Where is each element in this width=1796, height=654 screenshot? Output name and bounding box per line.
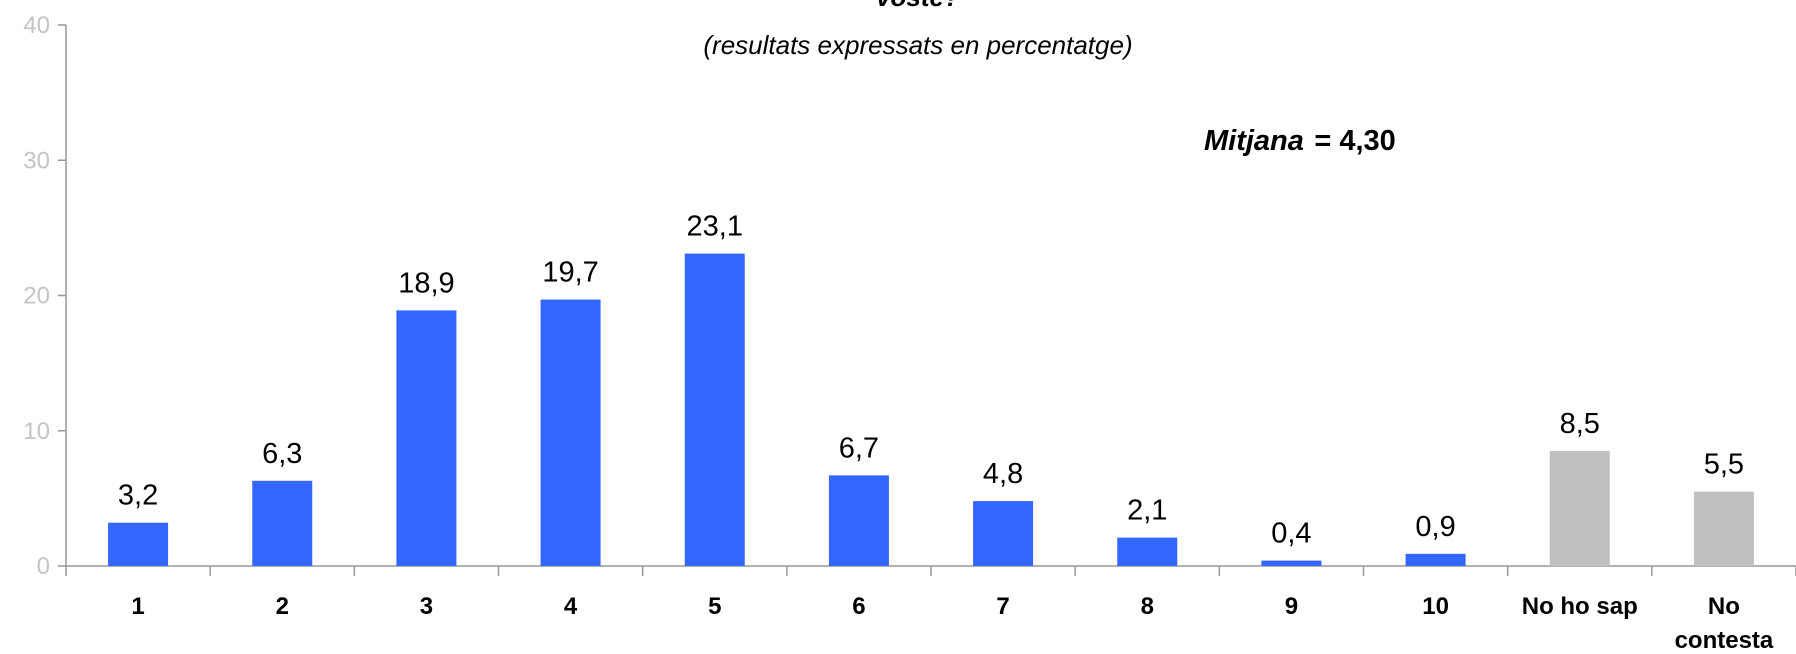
category-label: 2: [276, 593, 289, 620]
data-label: 18,9: [398, 267, 454, 299]
data-label: 8,5: [1560, 408, 1600, 440]
y-tick-label: 30: [23, 147, 50, 174]
category-label: No contesta: [1675, 593, 1774, 654]
data-label: 6,7: [839, 432, 879, 464]
bar: [1261, 560, 1322, 566]
data-label: 0,9: [1415, 511, 1455, 543]
y-tick-label: 20: [23, 283, 50, 310]
category-label: No ho sap: [1522, 593, 1638, 620]
data-label: 6,3: [262, 438, 302, 470]
axes: 0 10 20 30 40: [23, 12, 1796, 580]
data-label: 3,2: [118, 480, 158, 512]
mean-value: = 4,30: [1314, 125, 1395, 157]
bar: [684, 253, 745, 566]
bar: [108, 522, 169, 566]
y-tick-label: 0: [37, 553, 50, 580]
y-tick-label: 40: [23, 12, 50, 39]
bar: [252, 480, 313, 566]
bar: [1693, 491, 1754, 566]
data-labels: 3,2 6,3 18,9 19,7 23,1 6,7 4,8 2,1 0,4 0,9 8,5 5,5: [118, 211, 1744, 550]
data-label: 4,8: [983, 458, 1023, 490]
bar: [540, 299, 601, 566]
bar: [1405, 553, 1466, 566]
y-tick-label: 10: [23, 418, 50, 445]
data-label: 23,1: [687, 211, 743, 243]
category-label: 7: [996, 593, 1009, 620]
category-label: 4: [564, 593, 578, 620]
data-label: 0,4: [1271, 518, 1311, 550]
bar: [828, 475, 889, 566]
mean-annotation: Mitjana = 4,30: [1204, 125, 1396, 157]
chart-subtitle: (resultats expressats en percentatge): [703, 30, 1132, 60]
bar: [973, 501, 1034, 566]
bar: [1549, 451, 1610, 566]
chart-title: vostè?: [876, 0, 960, 12]
category-label: 8: [1141, 593, 1154, 620]
category-labels: 1 2 3 4 5 6 7 8 9 10 No ho sap No contesta: [131, 593, 1774, 654]
bars: [108, 253, 1754, 566]
data-label: 2,1: [1127, 495, 1167, 527]
category-label: 1: [131, 593, 144, 620]
category-label: 5: [708, 593, 721, 620]
data-label: 19,7: [542, 257, 598, 289]
data-label: 5,5: [1704, 449, 1744, 481]
bar: [1117, 537, 1178, 566]
mean-label: Mitjana: [1204, 125, 1304, 157]
category-label: 3: [420, 593, 433, 620]
category-label: 9: [1285, 593, 1298, 620]
category-label: 10: [1422, 593, 1449, 620]
category-label: 6: [852, 593, 865, 620]
bar: [396, 310, 457, 566]
